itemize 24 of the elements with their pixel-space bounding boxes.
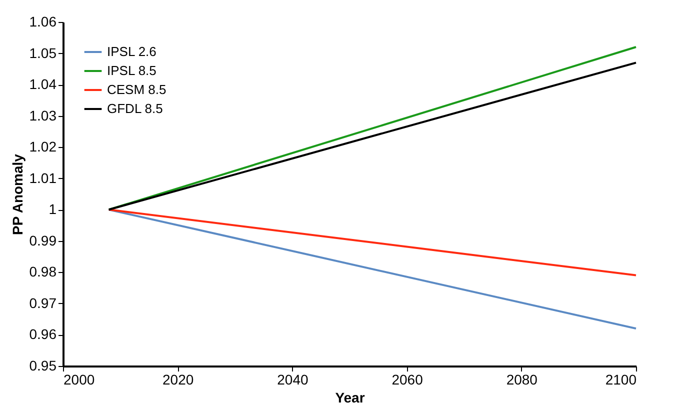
x-tick-label: 2060 — [392, 372, 424, 388]
y-tick-label: 1.01 — [29, 170, 57, 186]
x-tick-label: 2040 — [277, 372, 308, 388]
x-axis-title: Year — [335, 390, 366, 406]
x-tick-label: 2100 — [605, 372, 637, 388]
y-tick-label: 1.04 — [29, 76, 57, 92]
y-tick-label: 1.02 — [29, 138, 57, 155]
y-tick-label: 0.95 — [29, 358, 57, 374]
legend-label: IPSL 2.6 — [107, 44, 156, 59]
y-tick-label: 1.05 — [29, 44, 57, 61]
y-tick-label: 1 — [48, 201, 57, 218]
legend-label: CESM 8.5 — [107, 82, 166, 97]
y-tick-label: 0.98 — [29, 264, 57, 280]
y-tick-label: 1.03 — [29, 107, 57, 124]
y-tick-label: 0.97 — [29, 294, 57, 311]
x-tick-label: 2020 — [162, 372, 194, 388]
y-tick-label: 0.99 — [29, 232, 57, 248]
legend-label: GFDL 8.5 — [107, 101, 163, 116]
x-tick-label: 2000 — [64, 372, 95, 388]
x-tick-label: 2080 — [506, 372, 538, 388]
y-tick-label: 0.96 — [29, 326, 57, 342]
y-tick-label: 1.06 — [29, 14, 57, 30]
legend-label: IPSL 8.5 — [107, 63, 156, 78]
y-axis-title: PP Anomaly — [9, 154, 26, 235]
